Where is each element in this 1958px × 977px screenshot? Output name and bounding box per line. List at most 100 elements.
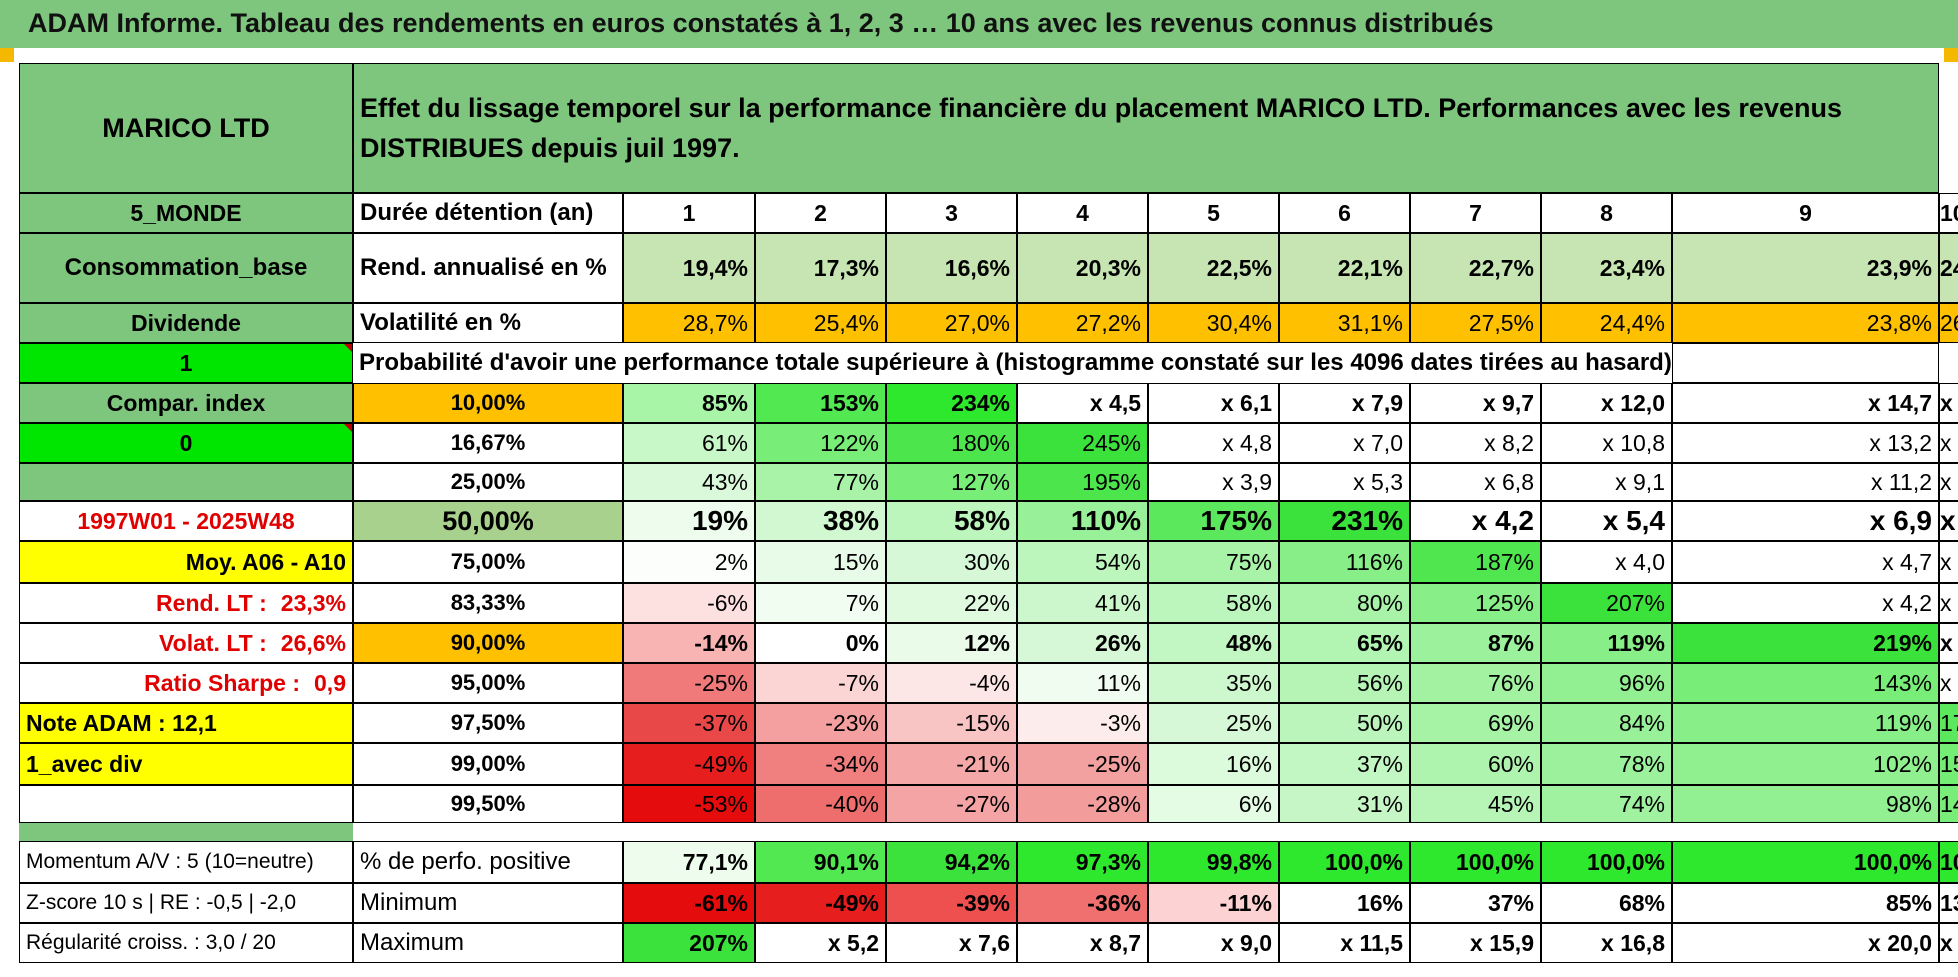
prob-value: 234% — [886, 383, 1017, 423]
prob-value: 231% — [1279, 501, 1410, 541]
prob-value: 180% — [886, 423, 1017, 463]
pos-value: 99,8% — [1148, 841, 1279, 883]
prob-value: 155% — [1939, 743, 1958, 785]
prob-value: x 4,2 — [1939, 623, 1958, 663]
max-value: x 9,0 — [1148, 923, 1279, 963]
pos-value: 100,0% — [1541, 841, 1672, 883]
prob-value: 102% — [1672, 743, 1939, 785]
max-value: x 8,7 — [1017, 923, 1148, 963]
vol-value: 27,5% — [1410, 303, 1541, 343]
prob-value: 74% — [1541, 785, 1672, 823]
flag-value: 1 — [19, 343, 353, 383]
prob-value: 119% — [1672, 703, 1939, 743]
rend-lt: Rend. LT : 23,3% — [19, 583, 353, 623]
prob-value: x 9,0 — [1939, 501, 1958, 541]
prob-value: -40% — [755, 785, 886, 823]
prob-value: x 7,9 — [1279, 383, 1410, 423]
prob-value: 26% — [1017, 623, 1148, 663]
prob-value: 16% — [1148, 743, 1279, 785]
prob-threshold: 97,50% — [353, 703, 623, 743]
max-value: x 16,8 — [1541, 923, 1672, 963]
moy-label: Moy. A06 - A10 — [19, 541, 353, 583]
prob-threshold: 99,00% — [353, 743, 623, 785]
year-6: 6 — [1279, 193, 1410, 233]
volat-lt-value: 26,6% — [280, 629, 346, 656]
prob-value: x 4,2 — [1410, 501, 1541, 541]
prob-value: 187% — [1410, 541, 1541, 583]
volat-lt-label: Volat. LT : — [159, 629, 267, 656]
prob-value: 12% — [886, 623, 1017, 663]
prob-value: 84% — [1541, 703, 1672, 743]
prob-value: 45% — [1410, 785, 1541, 823]
prob-value: x 14,7 — [1672, 383, 1939, 423]
max-value: x 11,5 — [1279, 923, 1410, 963]
prob-value: 58% — [886, 501, 1017, 541]
prob-value: -53% — [623, 785, 755, 823]
vol-value: 31,1% — [1279, 303, 1410, 343]
prob-value: 143% — [1672, 663, 1939, 703]
prob-value: -21% — [886, 743, 1017, 785]
max-value: x 5,2 — [755, 923, 886, 963]
min-value: -11% — [1148, 883, 1279, 923]
ratio-sharpe: Ratio Sharpe : 0,9 — [19, 663, 353, 703]
prob-value: x 4,5 — [1017, 383, 1148, 423]
min-value: 85% — [1672, 883, 1939, 923]
prob-value: -23% — [755, 703, 886, 743]
prob-value: 22% — [886, 583, 1017, 623]
year-8: 8 — [1541, 193, 1672, 233]
sector-label: Consommation_base — [19, 233, 353, 303]
spacer-green — [19, 823, 353, 841]
prob-value: 48% — [1148, 623, 1279, 663]
prob-value: 245% — [1017, 423, 1148, 463]
prob-value: 31% — [1279, 785, 1410, 823]
rend-value: 22,5% — [1148, 233, 1279, 303]
prob-value: x 13,2 — [1672, 423, 1939, 463]
vol-value: 26,3% — [1939, 303, 1958, 343]
volat-lt: Volat. LT : 26,6% — [19, 623, 353, 663]
description: Effet du lissage temporel sur la perform… — [353, 63, 1939, 193]
pos-value: 100,0% — [1672, 841, 1939, 883]
compar-index-label: Compar. index — [19, 383, 353, 423]
rend-value: 17,3% — [755, 233, 886, 303]
prob-value: x 4,7 — [1672, 541, 1939, 583]
max-value: 207% — [623, 923, 755, 963]
year-1: 1 — [623, 193, 755, 233]
prob-value: 219% — [1672, 623, 1939, 663]
prob-value: -14% — [623, 623, 755, 663]
ratio-sharpe-value: 0,9 — [314, 669, 346, 696]
prob-value: 2% — [623, 541, 755, 583]
prob-value: -27% — [886, 785, 1017, 823]
pos-label: % de perfo. positive — [353, 841, 623, 883]
pos-value: 100,0% — [1279, 841, 1410, 883]
prob-value: x 6,1 — [1148, 383, 1279, 423]
zone-label: 5_MONDE — [19, 193, 353, 233]
prob-value: 60% — [1410, 743, 1541, 785]
vol-label: Volatilité en % — [353, 303, 623, 343]
prob-value: x 10,8 — [1541, 423, 1672, 463]
year-7: 7 — [1410, 193, 1541, 233]
prob-value: -28% — [1017, 785, 1148, 823]
vol-value: 27,2% — [1017, 303, 1148, 343]
rend-value: 22,7% — [1410, 233, 1541, 303]
vol-value: 24,4% — [1541, 303, 1672, 343]
prob-value: 54% — [1017, 541, 1148, 583]
vol-value: 27,0% — [886, 303, 1017, 343]
pos-value: 100,0% — [1939, 841, 1958, 883]
min-value: -49% — [755, 883, 886, 923]
min-value: 137% — [1939, 883, 1958, 923]
prob-value: -7% — [755, 663, 886, 703]
prob-value: x 4,0 — [1541, 541, 1672, 583]
rend-value: 19,4% — [623, 233, 755, 303]
prob-threshold: 99,50% — [353, 785, 623, 823]
prob-value: 0% — [755, 623, 886, 663]
rend-value: 16,6% — [886, 233, 1017, 303]
period-label: 1997W01 - 2025W48 — [19, 501, 353, 541]
prob-value: 96% — [1541, 663, 1672, 703]
empty-green-cell — [19, 463, 353, 501]
regularite-label: Régularité croiss. : 3,0 / 20 — [19, 923, 353, 963]
prob-value: 50% — [1279, 703, 1410, 743]
prob-value: 61% — [623, 423, 755, 463]
prob-value: 78% — [1541, 743, 1672, 785]
prob-threshold: 16,67% — [353, 423, 623, 463]
prob-value: x 4,8 — [1148, 423, 1279, 463]
